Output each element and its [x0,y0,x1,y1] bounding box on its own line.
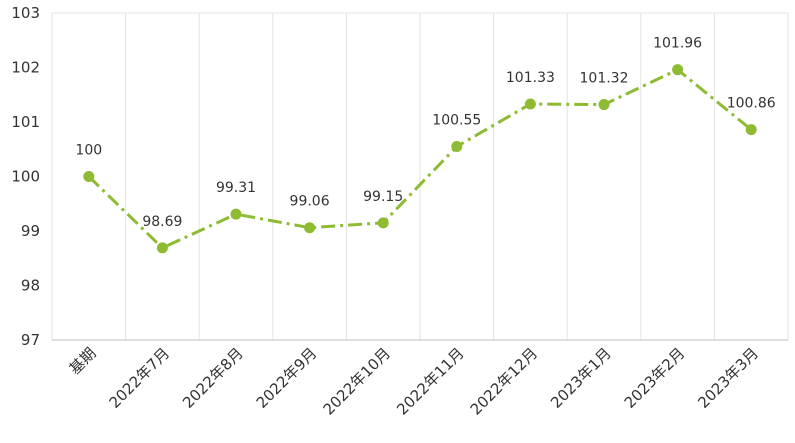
data-label: 98.69 [142,214,182,230]
y-tick-label: 102 [11,59,40,77]
vertical-gridlines [51,12,789,340]
x-tick-label: 2023年2月 [621,344,689,412]
data-points [83,64,757,254]
data-label: 99.15 [363,189,403,205]
data-labels: 100 98.69 99.31 99.06 99.15 100.55 101.33 101.3… [75,36,775,230]
data-point [83,171,95,182]
data-point [598,99,610,111]
x-tick-label: 2022年7月 [106,344,174,412]
data-point [451,141,463,153]
data-point [745,124,757,136]
data-point [304,222,316,234]
x-axis-tick-labels: 基期 2022年7月 2022年8月 2022年9月 2022年10月 2022年11月 2… [66,344,762,418]
data-point [524,98,536,110]
y-tick-label: 101 [11,113,40,131]
x-tick-label: 基期 [66,344,100,378]
data-point [377,217,389,229]
y-tick-label: 97 [21,331,40,349]
x-tick-label: 2023年1月 [547,344,615,412]
x-tick-label: 2022年9月 [253,344,321,412]
data-point [156,242,168,254]
y-tick-label: 103 [11,4,40,22]
x-tick-label: 2022年12月 [467,344,541,418]
data-label: 101.96 [653,36,702,52]
series-line [87,68,753,250]
data-label: 100.86 [727,96,776,112]
data-point [672,64,684,76]
y-tick-label: 98 [21,277,40,295]
x-tick-label: 2022年8月 [179,344,247,412]
data-label: 101.33 [506,70,555,86]
y-tick-label: 99 [21,222,40,240]
x-tick-label: 2022年11月 [393,344,467,418]
data-label: 99.31 [216,180,256,196]
data-point [230,208,242,220]
x-tick-label: 2022年10月 [320,344,394,418]
x-tick-label: 2023年3月 [694,344,762,412]
data-label: 101.32 [580,71,629,87]
data-label: 99.06 [290,194,330,210]
data-label: 100.55 [432,113,481,129]
y-axis-tick-labels: 97 98 99 100 101 102 103 [11,4,40,349]
y-tick-label: 100 [11,168,40,186]
data-label: 100 [75,143,102,159]
